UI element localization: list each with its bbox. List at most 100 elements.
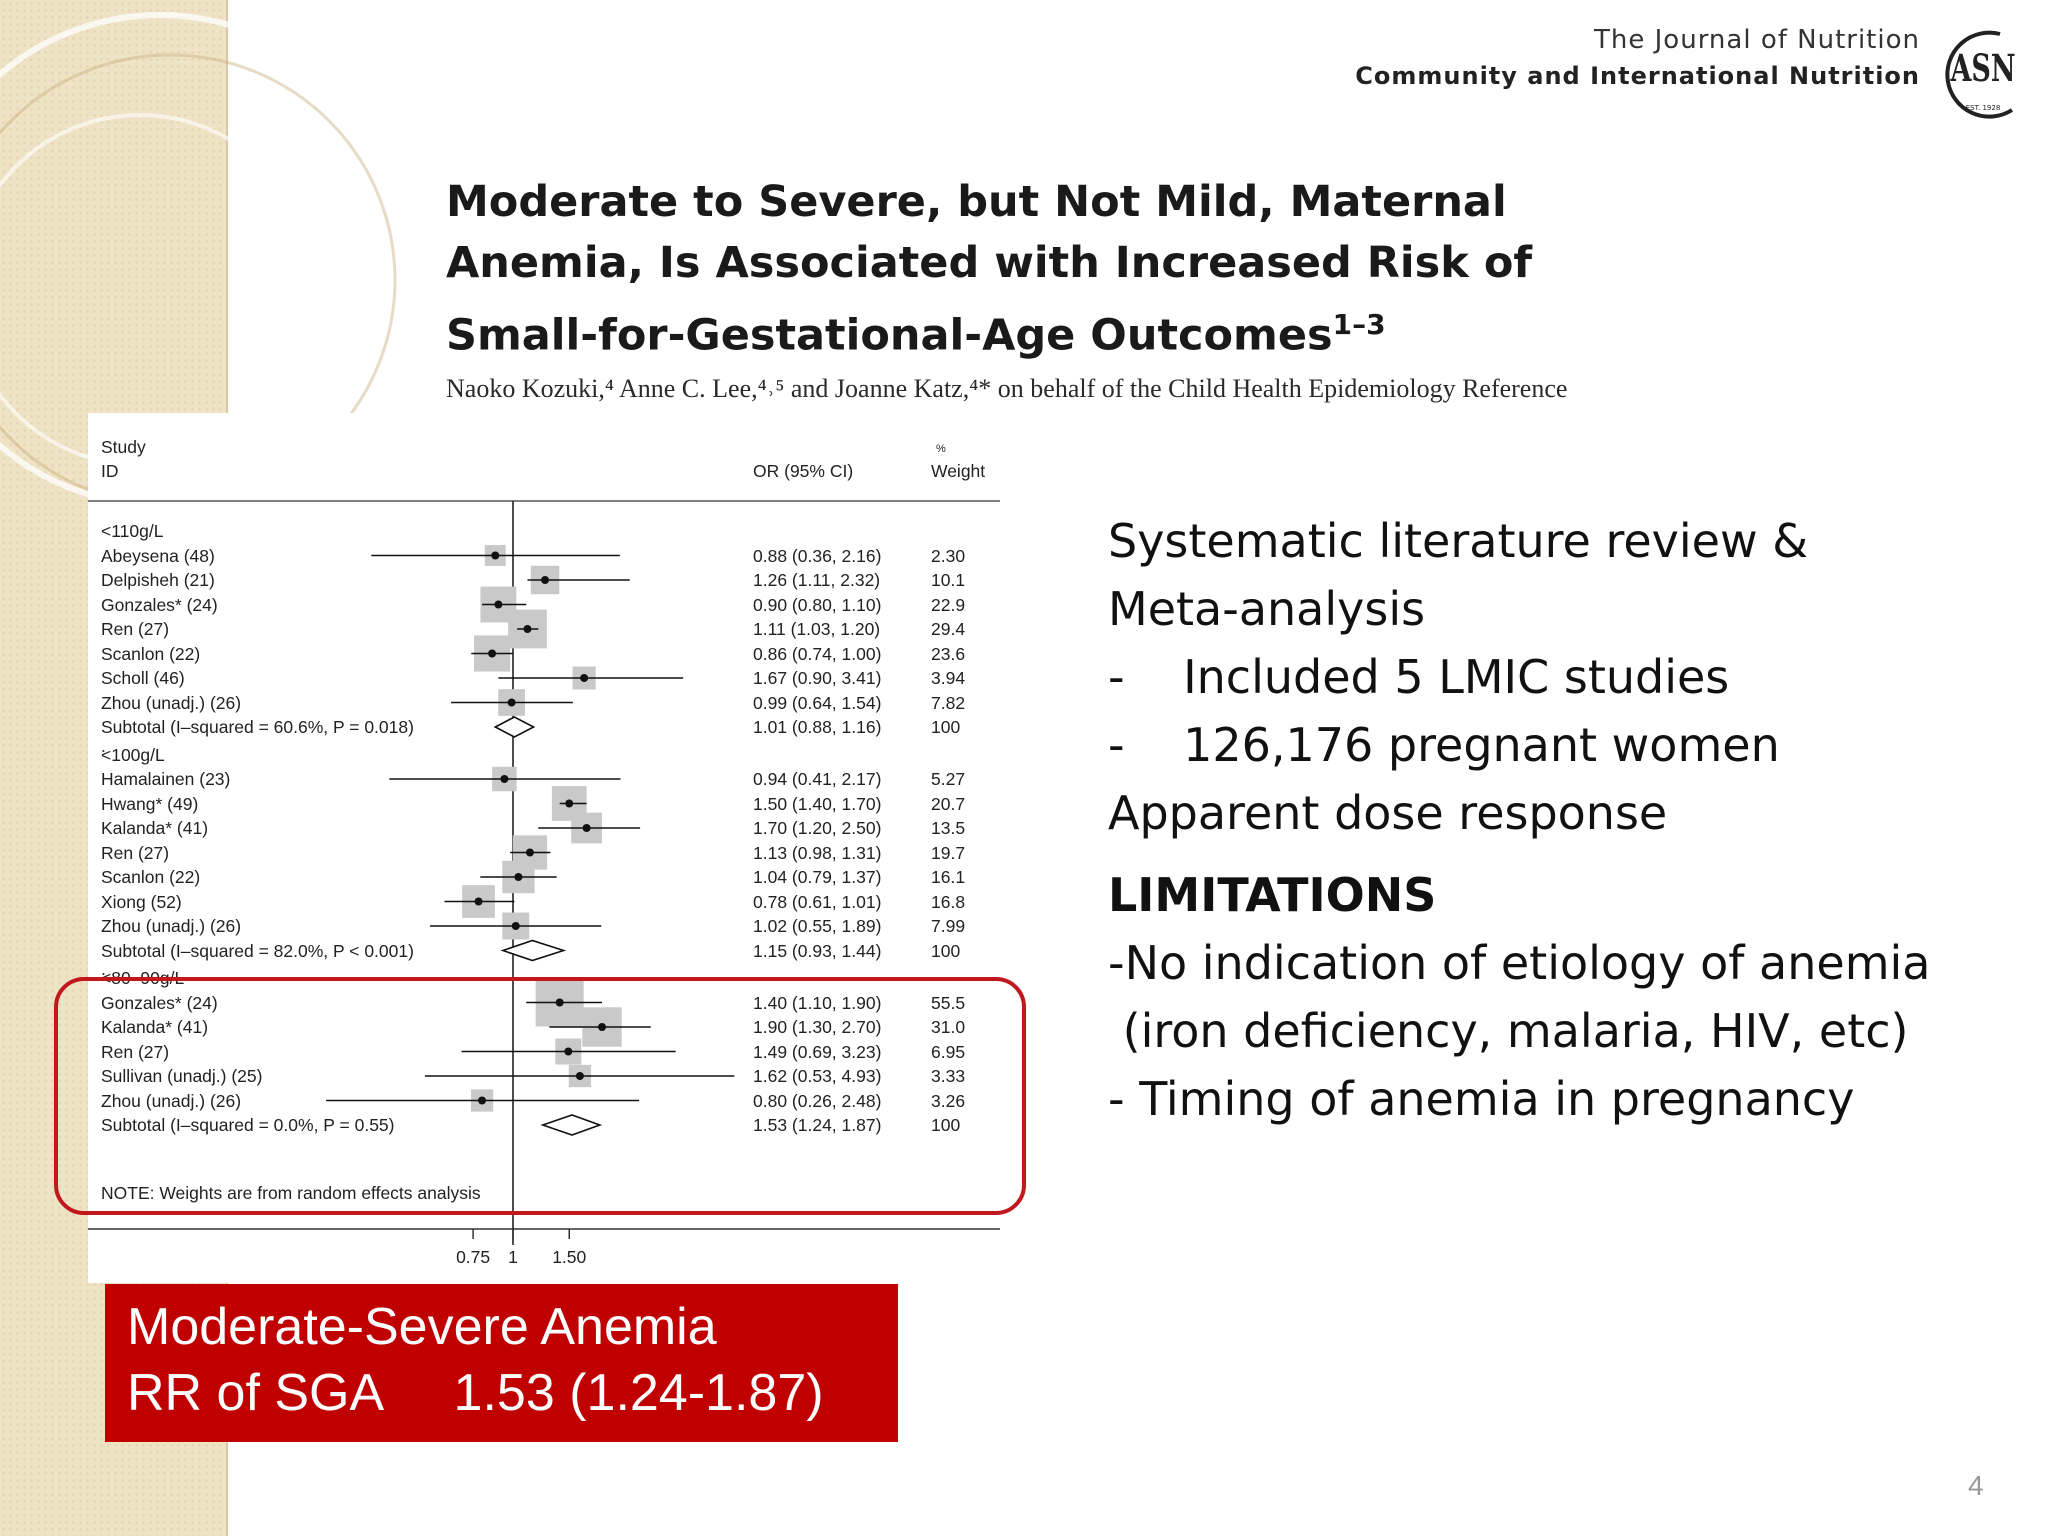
study-weight-2-4: 3.26 [931, 1090, 966, 1111]
point-estimate-2-4 [478, 1096, 487, 1105]
callout-box: Moderate-Severe Anemia RR of SGA 1.53 (1… [105, 1284, 898, 1442]
point-estimate-0-0 [491, 551, 500, 560]
study-ci-2-2: 1.49 (0.69, 3.23) [753, 1041, 882, 1062]
point-estimate-1-4 [514, 873, 523, 881]
callout-line-2: RR of SGA 1.53 (1.24-1.87) [127, 1364, 824, 1422]
study-name-0-1: Delpisheh (21) [101, 570, 215, 590]
point-estimate-1-5 [474, 897, 483, 906]
point-estimate-2-0 [555, 998, 564, 1007]
study-ci-0-6: 0.99 (0.64, 1.54) [753, 692, 882, 713]
summary-line-5: Apparent dose response [1108, 786, 1668, 840]
study-name-2-2: Ren (27) [101, 1041, 170, 1062]
study-weight-0-5: 3.94 [931, 668, 966, 688]
study-ci-1-0: 0.94 (0.41, 2.17) [753, 769, 882, 789]
point-estimate-1-3 [525, 848, 534, 857]
study-ci-2-3: 1.62 (0.53, 4.93) [753, 1066, 882, 1086]
point-estimate-2-1 [598, 1023, 607, 1031]
header-id: ID [101, 461, 119, 481]
subtotal-label-0: Subtotal (I–squared = 60.6%, P = 0.018) [101, 717, 414, 737]
study-name-0-5: Scholl (46) [101, 668, 185, 688]
point-estimate-2-3 [575, 1072, 584, 1080]
study-weight-0-0: 2.30 [931, 545, 966, 566]
subtotal-diamond-0 [493, 716, 536, 738]
group-label-0: <110g/L [101, 521, 164, 541]
asn-logo: ASN EST. 1928 [1945, 30, 2016, 119]
study-ci-0-1: 1.26 (1.11, 2.32) [753, 570, 881, 590]
study-weight-1-6: 7.99 [931, 916, 966, 936]
study-weight-2-3: 3.33 [931, 1066, 966, 1086]
study-ci-0-5: 1.67 (0.90, 3.41) [753, 668, 882, 688]
summary-line-2: Meta-analysis [1108, 582, 1426, 636]
point-estimate-0-5 [580, 674, 589, 682]
forest-note: NOTE: Weights are from random effects an… [101, 1183, 481, 1203]
study-ci-0-2: 0.90 (0.80, 1.10) [753, 594, 882, 615]
study-weight-0-6: 7.82 [931, 692, 966, 713]
study-name-2-4: Zhou (unadj.) (26) [101, 1090, 242, 1111]
study-name-0-0: Abeysena (48) [101, 545, 215, 566]
study-ci-2-4: 0.80 (0.26, 2.48) [753, 1090, 882, 1111]
journal-name: The Journal of Nutrition [1594, 25, 1920, 55]
study-ci-1-1: 1.50 (1.40, 1.70) [753, 793, 882, 814]
group-separator-0: . [101, 735, 106, 756]
summary-spacer [1108, 847, 2008, 861]
study-ci-1-4: 1.04 (0.79, 1.37) [753, 867, 882, 887]
callout-line-1: Moderate-Severe Anemia [127, 1298, 717, 1356]
study-weight-0-4: 23.6 [931, 643, 966, 664]
study-ci-1-2: 1.70 (1.20, 2.50) [753, 818, 882, 838]
study-ci-1-5: 0.78 (0.61, 1.01) [753, 891, 882, 912]
study-name-0-2: Gonzales* (24) [101, 594, 218, 615]
header-study: Study [101, 437, 146, 457]
study-name-1-0: Hamalainen (23) [101, 769, 231, 789]
summary-text: Systematic literature review & Meta-anal… [1108, 507, 2008, 1133]
study-name-1-6: Zhou (unadj.) (26) [101, 916, 242, 936]
study-name-1-4: Scanlon (22) [101, 867, 201, 887]
study-name-1-1: Hwang* (49) [101, 793, 199, 814]
x-tick-label-1: 1 [508, 1247, 518, 1267]
paper-title-line-3: Small-for-Gestational-Age Outcomes1–3 [446, 294, 1746, 366]
asn-logo-text: ASN [1950, 45, 2016, 90]
study-weight-2-1: 31.0 [931, 1017, 966, 1037]
study-name-0-4: Scanlon (22) [101, 643, 201, 664]
group-label-1: <100g/L [101, 744, 165, 765]
study-ci-0-3: 1.11 (1.03, 1.20) [753, 619, 881, 639]
study-weight-1-3: 19.7 [931, 842, 966, 863]
point-estimate-1-1 [565, 799, 574, 808]
study-weight-0-1: 10.1 [931, 570, 966, 590]
study-name-1-5: Xiong (52) [101, 891, 182, 912]
summary-line-1: Systematic literature review & [1108, 514, 1809, 568]
group-separator-1: . [101, 959, 106, 979]
subtotal-ci-2: 1.53 (1.24, 1.87) [753, 1115, 882, 1135]
study-name-2-0: Gonzales* (24) [101, 992, 218, 1013]
x-tick-label-0: 0.75 [456, 1247, 491, 1267]
forest-plot-svg [88, 500, 1000, 1245]
study-ci-0-0: 0.88 (0.36, 2.16) [753, 545, 882, 566]
limitations-heading: LIMITATIONS [1108, 868, 1437, 922]
asn-logo-subtext: EST. 1928 [1966, 104, 2001, 112]
page-number: 4 [1968, 1470, 1984, 1501]
study-weight-2-2: 6.95 [931, 1041, 966, 1062]
study-weight-0-3: 29.4 [931, 619, 966, 639]
paper-title-superscript: 1–3 [1332, 308, 1386, 341]
header-weight-mark: % [936, 443, 946, 455]
journal-header: The Journal of Nutrition Community and I… [1355, 22, 1920, 94]
limitation-2: (iron deficiency, malaria, HIV, etc) [1108, 1004, 1909, 1058]
study-weight-1-5: 16.8 [931, 891, 966, 912]
subtotal-label-1: Subtotal (I–squared = 82.0%, P < 0.001) [101, 940, 414, 961]
journal-section: Community and International Nutrition [1355, 62, 1920, 90]
study-ci-2-1: 1.90 (1.30, 2.70) [753, 1017, 882, 1037]
subtotal-ci-1: 1.15 (0.93, 1.44) [753, 940, 882, 961]
point-estimate-1-0 [500, 775, 509, 783]
subtotal-label-2: Subtotal (I–squared = 0.0%, P = 0.55) [101, 1115, 395, 1135]
point-estimate-0-6 [507, 698, 516, 707]
point-estimate-1-2 [582, 824, 591, 832]
study-weight-0-2: 22.9 [931, 594, 966, 615]
paper-title-line-3-text: Small-for-Gestational-Age Outcomes [446, 310, 1333, 361]
study-name-2-3: Sullivan (unadj.) (25) [101, 1066, 263, 1086]
limitation-1: -No indication of etiology of anemia [1108, 936, 1931, 990]
subtotal-ci-0: 1.01 (0.88, 1.16) [753, 717, 882, 737]
subtotal-diamond-1 [500, 939, 567, 962]
study-weight-1-1: 20.7 [931, 793, 966, 814]
summary-line-3: - Included 5 LMIC studies [1108, 650, 1730, 704]
subtotal-weight-2: 100 [931, 1115, 961, 1135]
study-ci-0-4: 0.86 (0.74, 1.00) [753, 643, 882, 664]
